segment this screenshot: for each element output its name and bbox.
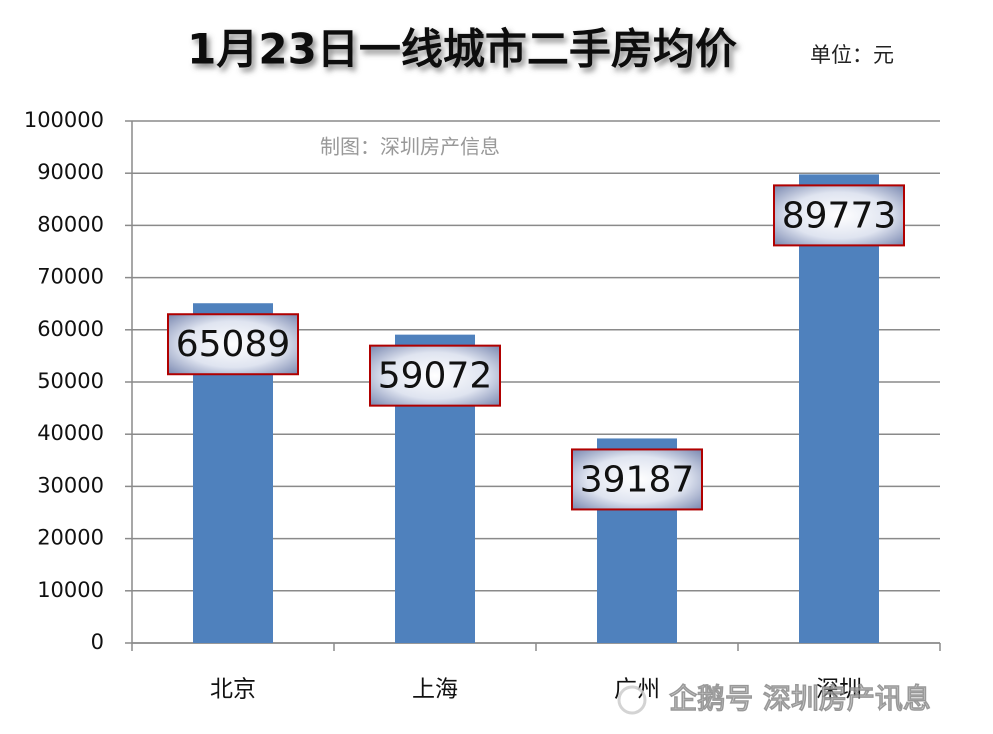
x-tick-label: 深圳 xyxy=(816,677,862,703)
y-tick-label: 10000 xyxy=(37,578,104,602)
y-tick-label: 100000 xyxy=(24,108,104,132)
bar xyxy=(799,174,879,643)
y-tick-label: 0 xyxy=(91,630,104,654)
y-tick-label: 50000 xyxy=(37,369,104,393)
y-tick-label: 70000 xyxy=(37,265,104,289)
watermark: 企鹅号 深圳房产讯息 xyxy=(617,682,931,715)
data-label-box xyxy=(167,313,299,376)
data-label: 59072 xyxy=(378,356,493,397)
y-tick-label: 30000 xyxy=(37,473,104,497)
x-tick-label: 上海 xyxy=(412,677,458,703)
y-tick-label: 60000 xyxy=(37,317,104,341)
credit: 制图：深圳房产信息 xyxy=(320,135,500,159)
y-tick-label: 90000 xyxy=(37,160,104,184)
data-label: 89773 xyxy=(782,195,897,236)
watermark-icon xyxy=(617,685,647,715)
chart-title: 1月23日一线城市二手房均价 xyxy=(187,25,737,74)
watermark-text: 企鹅号 深圳房产讯息 xyxy=(669,682,931,715)
data-label-box xyxy=(369,344,501,407)
data-label: 39187 xyxy=(580,459,695,500)
data-label-box xyxy=(773,184,905,247)
y-tick-label: 40000 xyxy=(37,421,104,445)
unit-label: 单位：元 xyxy=(810,43,894,67)
data-label: 65089 xyxy=(176,324,291,365)
data-label-box xyxy=(571,448,703,511)
y-tick-label: 20000 xyxy=(37,526,104,550)
y-tick-label: 80000 xyxy=(37,212,104,236)
x-tick-label: 北京 xyxy=(210,677,256,703)
